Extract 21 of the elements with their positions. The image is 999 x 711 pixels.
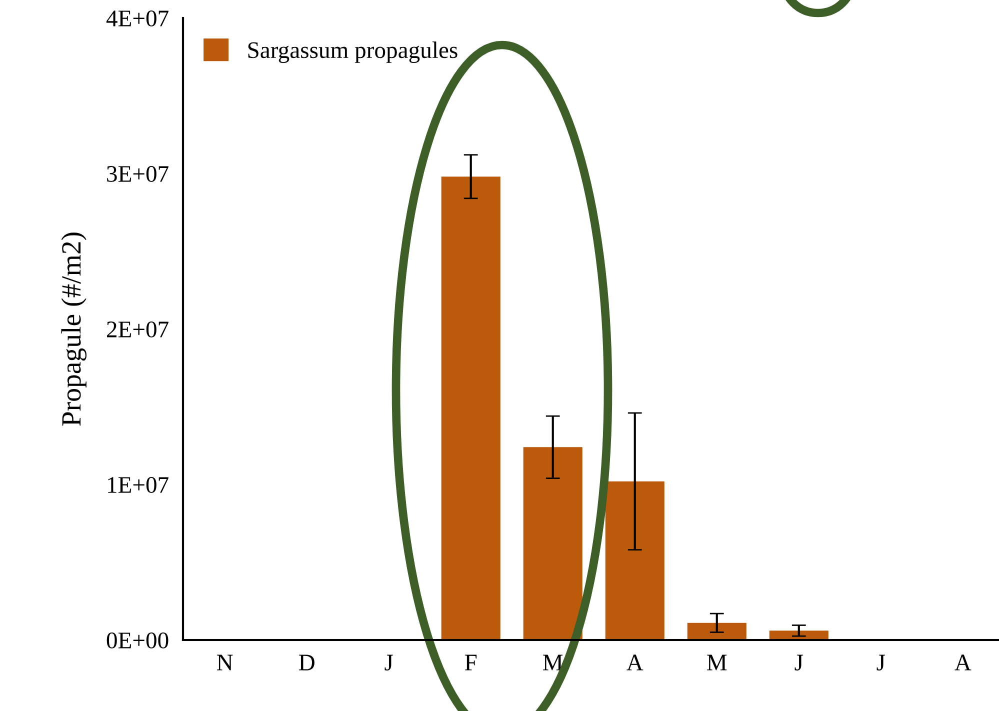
legend-label: Sargassum propagules	[248, 42, 458, 63]
y-tick-label: 2E+07	[106, 321, 168, 338]
y-tick-label: 1E+07	[108, 476, 168, 493]
y-tick-label: 0E+00	[106, 632, 168, 648]
x-tick-label: F	[464, 654, 477, 670]
y-axis-title: Propagule (#/m2)	[61, 232, 87, 426]
x-tick-label: N	[216, 654, 233, 670]
bar	[523, 447, 582, 640]
bar	[687, 622, 746, 640]
bar	[605, 481, 664, 640]
x-tick-label: A	[626, 654, 644, 670]
x-tick-label: M	[707, 654, 727, 670]
x-tick-label: A	[954, 654, 972, 670]
x-tick-label: J	[876, 654, 885, 671]
x-tick-label: D	[298, 654, 314, 670]
x-tick-label: M	[543, 654, 563, 670]
y-tick-label: 4E+07	[106, 10, 168, 26]
y-tick-label: 3E+07	[107, 166, 168, 182]
x-tick-label: J	[794, 654, 803, 671]
bar	[441, 176, 500, 640]
x-tick-label: J	[384, 654, 393, 671]
